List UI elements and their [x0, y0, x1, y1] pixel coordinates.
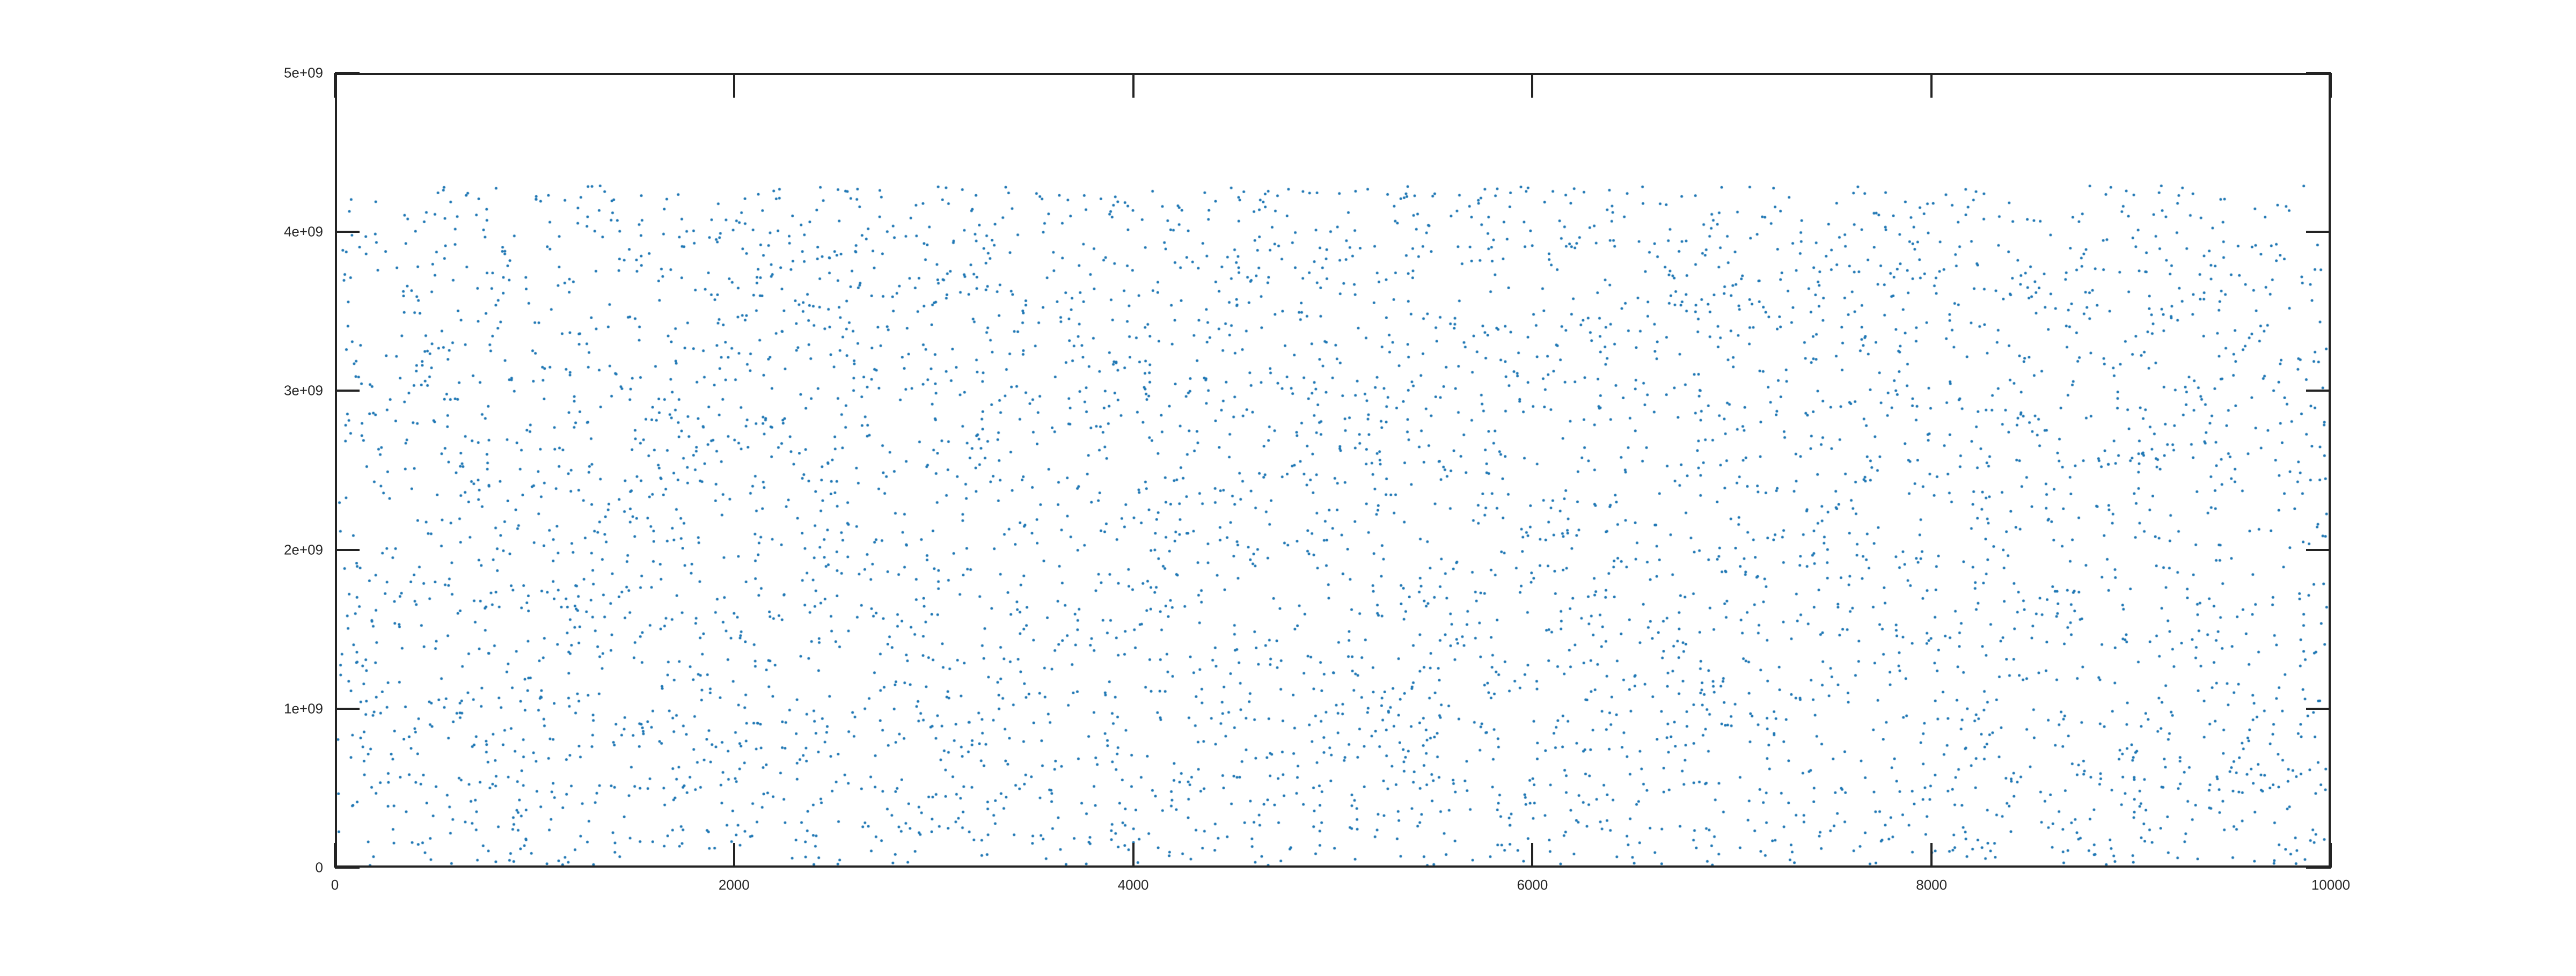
- x-tick-mark-top: [1930, 73, 1933, 98]
- y-tick-label: 3e+09: [283, 382, 323, 399]
- x-tick-label: 8000: [1916, 877, 1948, 893]
- x-tick-label: 4000: [1117, 877, 1149, 893]
- x-tick-mark-bottom: [1132, 843, 1135, 868]
- y-tick-mark-left: [335, 390, 360, 392]
- y-tick-mark-left: [335, 548, 360, 551]
- x-tick-mark-bottom: [1930, 843, 1933, 868]
- x-tick-mark-top: [733, 73, 735, 98]
- y-tick-mark-left: [335, 707, 360, 710]
- scatter-plot-canvas: [337, 75, 2329, 865]
- y-tick-label: 4e+09: [283, 223, 323, 240]
- plot-area[interactable]: [335, 73, 2331, 868]
- x-tick-mark-top: [1132, 73, 1135, 98]
- y-tick-mark-right: [2306, 390, 2331, 392]
- x-tick-label: 0: [331, 877, 339, 893]
- x-tick-label: 2000: [718, 877, 750, 893]
- x-tick-mark-bottom: [2330, 843, 2332, 868]
- y-tick-mark-right: [2306, 548, 2331, 551]
- x-tick-label: 6000: [1517, 877, 1548, 893]
- y-tick-mark-right: [2306, 231, 2331, 233]
- y-tick-label: 0: [315, 859, 323, 876]
- y-tick-label: 1e+09: [283, 700, 323, 717]
- y-tick-mark-right: [2306, 867, 2331, 869]
- y-tick-mark-left: [335, 72, 360, 74]
- y-tick-mark-left: [335, 231, 360, 233]
- y-tick-label: 2e+09: [283, 541, 323, 558]
- y-tick-mark-right: [2306, 72, 2331, 74]
- y-tick-label: 5e+09: [283, 64, 323, 81]
- y-tick-mark-left: [335, 867, 360, 869]
- x-tick-mark-top: [1531, 73, 1534, 98]
- x-tick-mark-bottom: [733, 843, 735, 868]
- x-tick-label: 10000: [2311, 877, 2351, 893]
- y-tick-mark-right: [2306, 707, 2331, 710]
- x-tick-mark-top: [2330, 73, 2332, 98]
- x-tick-mark-top: [334, 73, 336, 98]
- x-tick-mark-bottom: [334, 843, 336, 868]
- x-tick-mark-bottom: [1531, 843, 1534, 868]
